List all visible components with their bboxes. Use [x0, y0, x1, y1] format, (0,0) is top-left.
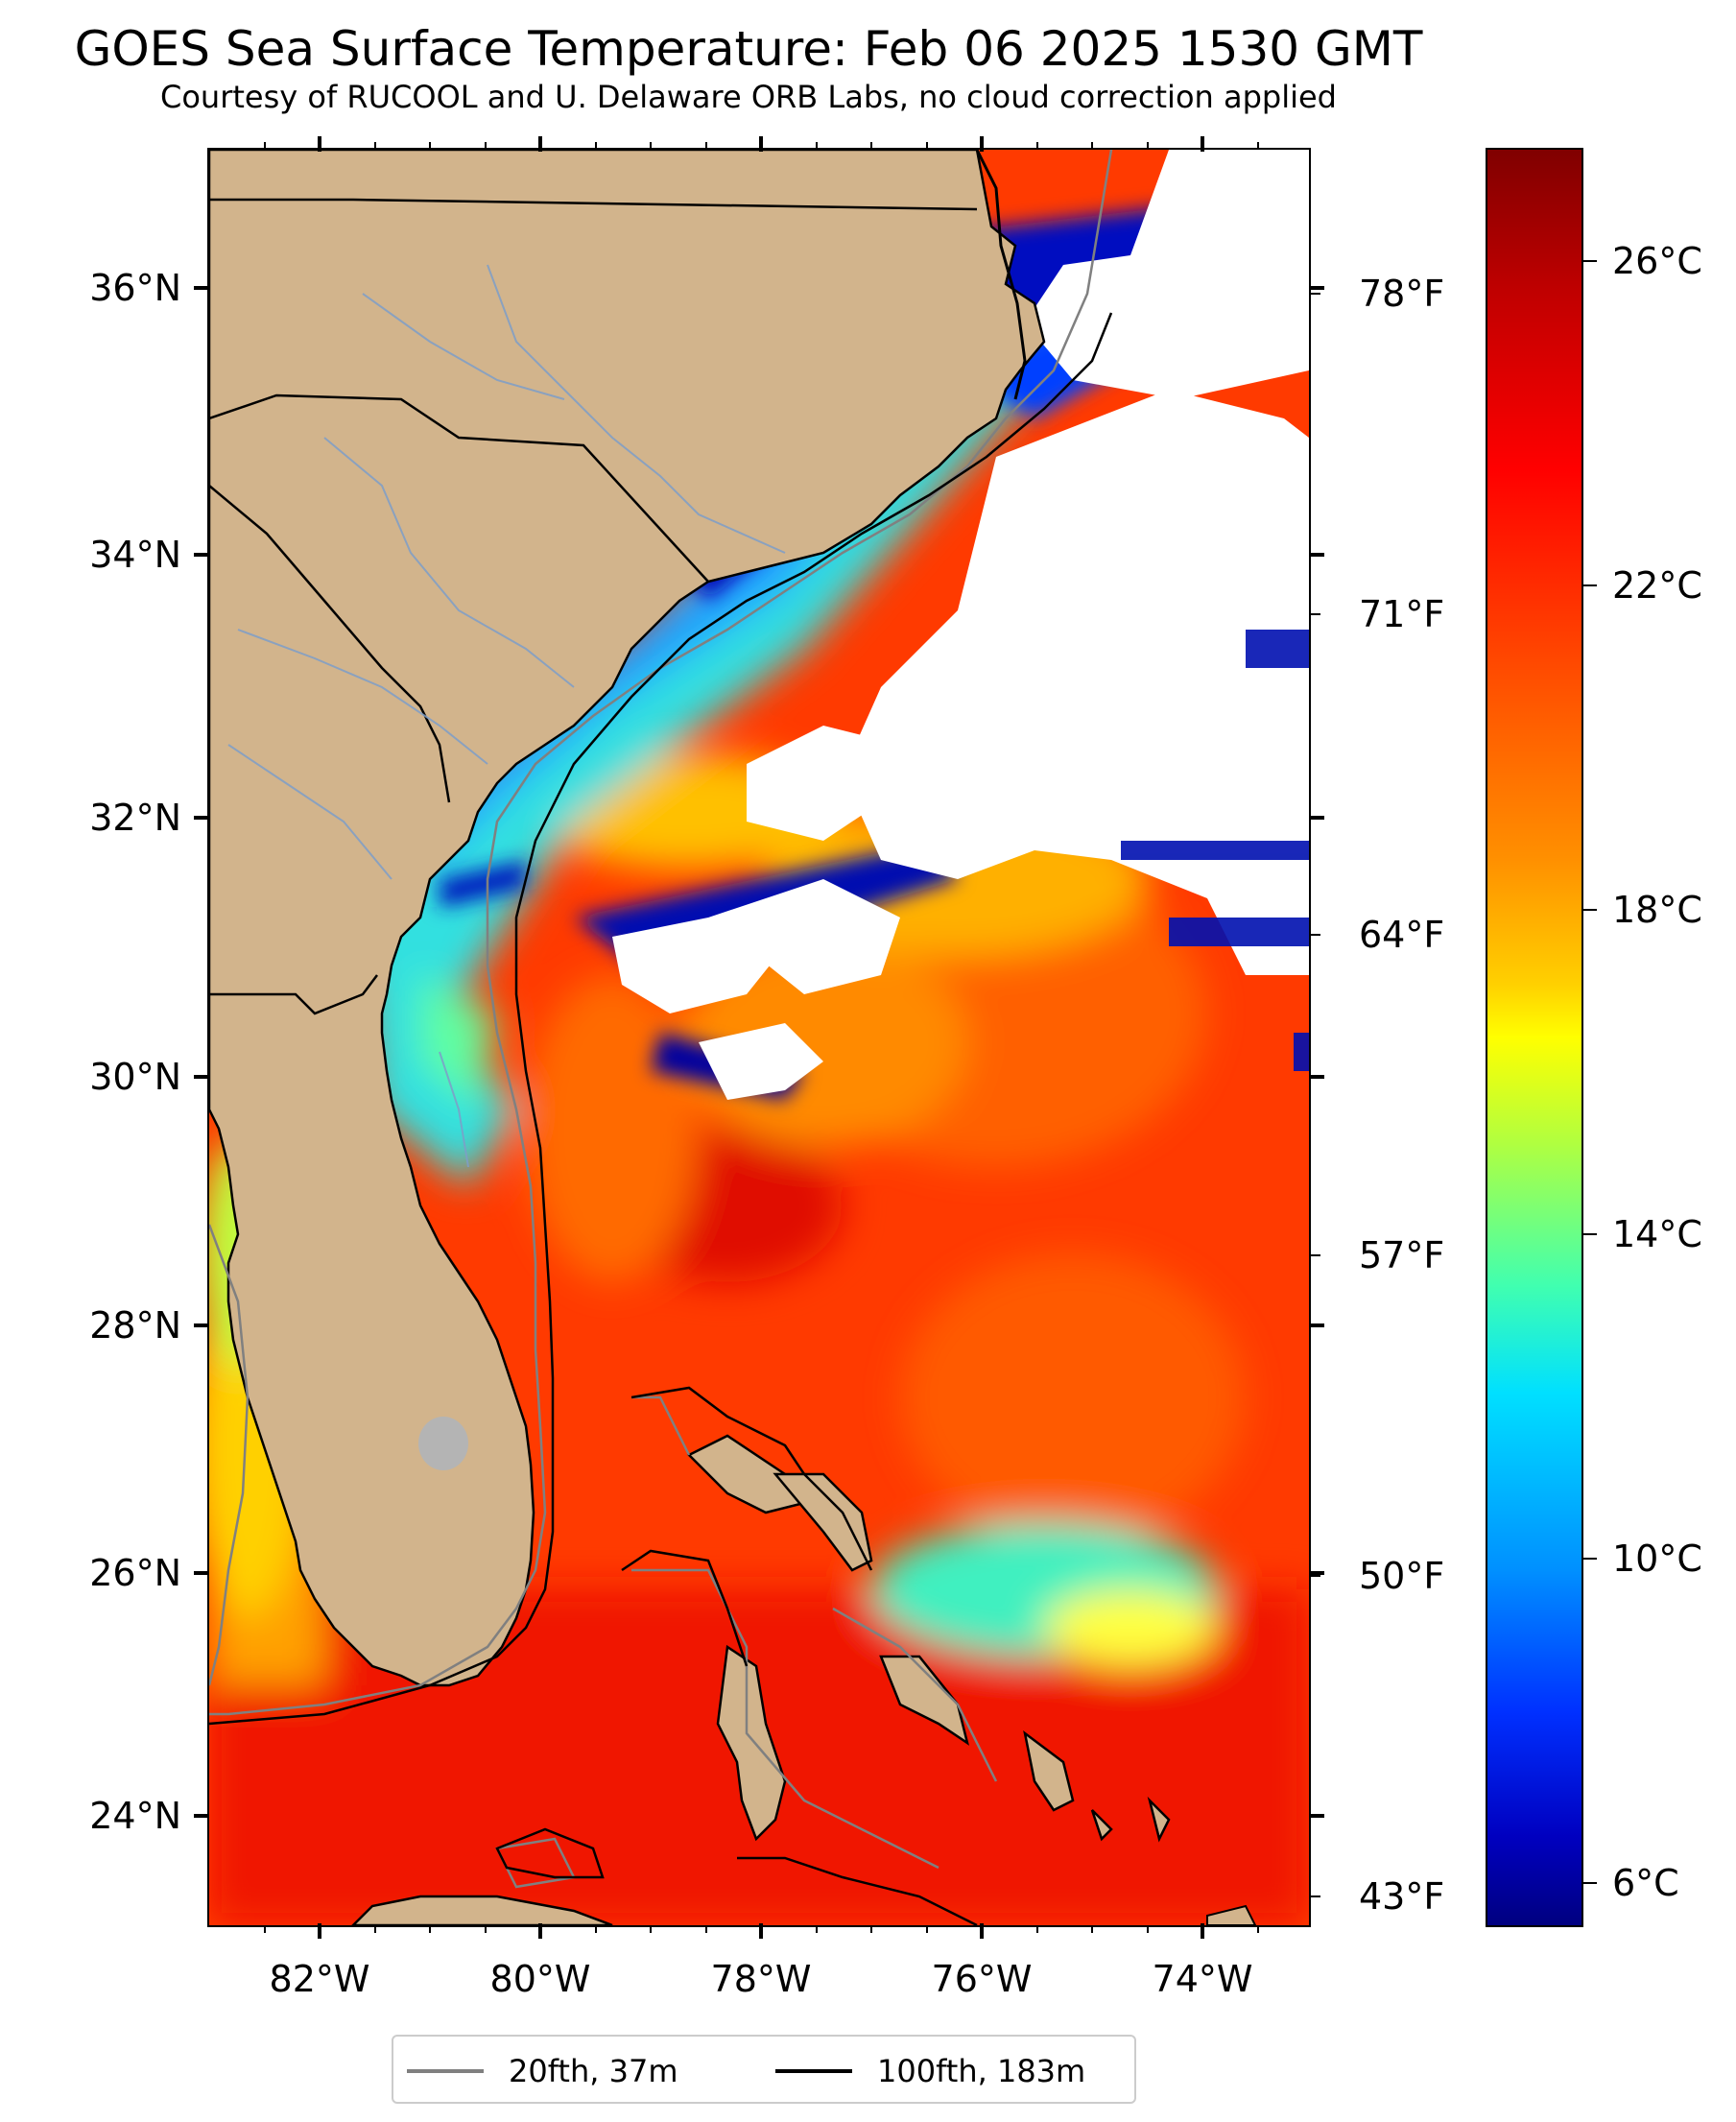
fahrenheit-label-43: 43°F: [1359, 1875, 1445, 1918]
us-mainland: [209, 150, 1046, 1687]
fahrenheit-label-50: 50°F: [1359, 1555, 1445, 1597]
lon-label-82: 82°W: [269, 1958, 370, 2000]
colorbar-ticks: [1583, 260, 1597, 1884]
lat-label-30: 30°N: [89, 1056, 181, 1098]
legend-label-20fth: 20fth, 37m: [509, 2053, 678, 2089]
lon-label-74: 74°W: [1152, 1958, 1253, 2000]
page-subtitle: Courtesy of RUCOOL and U. Delaware ORB L…: [160, 79, 1337, 115]
legend-swatch-100fth: [775, 2069, 852, 2073]
contour-100fth: [209, 312, 1113, 1925]
fahrenheit-label-57: 57°F: [1359, 1234, 1445, 1276]
state-borders: [209, 198, 978, 1015]
cloud-mask: [612, 150, 1309, 1100]
legend-label-100fth: 100fth, 183m: [877, 2053, 1086, 2089]
fahrenheit-ticks: [1311, 293, 1320, 1897]
celsius-label-22: 22°C: [1612, 564, 1702, 607]
page-title: GOES Sea Surface Temperature: Feb 06 202…: [74, 21, 1423, 77]
lat-label-32: 32°N: [89, 797, 181, 839]
lake-okeechobee: [418, 1417, 468, 1470]
minor-ticks: [264, 142, 1259, 1933]
rivers: [227, 264, 786, 1168]
legend-item-100fth: 100fth, 183m: [775, 2050, 1085, 2092]
celsius-label-6: 6°C: [1612, 1862, 1679, 1904]
lat-label-24: 24°N: [89, 1795, 181, 1837]
temperature-colorbar: [1486, 148, 1583, 1927]
legend-swatch-20fth: [407, 2069, 484, 2073]
celsius-label-26: 26°C: [1612, 240, 1702, 282]
lat-label-26: 26°N: [89, 1552, 181, 1594]
lon-label-80: 80°W: [489, 1958, 591, 2000]
celsius-label-14: 14°C: [1612, 1213, 1702, 1255]
lat-label-28: 28°N: [89, 1304, 181, 1347]
bahamas-islands: [686, 1434, 1171, 1843]
sst-map-canvas: [209, 150, 1309, 1925]
lon-label-78: 78°W: [710, 1958, 812, 2000]
lat-label-36: 36°N: [89, 267, 181, 309]
fahrenheit-label-78: 78°F: [1359, 273, 1445, 315]
lon-label-76: 76°W: [931, 1958, 1033, 2000]
celsius-label-10: 10°C: [1612, 1538, 1702, 1580]
major-ticks: [194, 136, 1324, 1939]
contour-legend: 20fth, 37m 100fth, 183m: [392, 2035, 1136, 2104]
fahrenheit-label-64: 64°F: [1359, 914, 1445, 956]
legend-item-20fth: 20fth, 37m: [407, 2050, 678, 2092]
lat-label-34: 34°N: [89, 534, 181, 576]
sst-map[interactable]: [207, 148, 1311, 1927]
fahrenheit-label-71: 71°F: [1359, 593, 1445, 635]
celsius-label-18: 18°C: [1612, 889, 1702, 931]
